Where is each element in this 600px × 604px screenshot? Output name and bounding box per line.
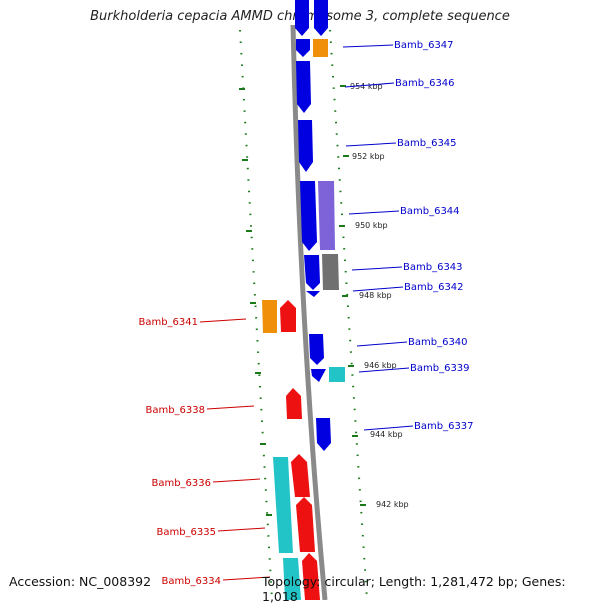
- scale-ticks: [239, 85, 366, 516]
- gene-arrow[interactable]: [309, 334, 324, 365]
- reverse-labels: Bamb_6341 Bamb_6338 Bamb_6336 Bamb_6335 …: [138, 317, 271, 587]
- gene-label-bamb-6334[interactable]: Bamb_6334: [161, 576, 221, 587]
- scale-label-954: 954 kbp: [350, 82, 383, 91]
- chromosome-backbone: [290, 24, 328, 600]
- gene-arrow[interactable]: [306, 291, 320, 297]
- scale-label-948: 948 kbp: [359, 291, 392, 300]
- reverse-genes[interactable]: [262, 300, 320, 600]
- gene-label-bamb-6338[interactable]: Bamb_6338: [145, 405, 205, 416]
- gene-arrow[interactable]: [318, 181, 335, 250]
- gene-arrow[interactable]: [316, 418, 331, 451]
- gene-arrow[interactable]: [300, 181, 317, 251]
- forward-labels: Bamb_6347 Bamb_6346 Bamb_6345 Bamb_6344 …: [342, 40, 474, 432]
- gene-arrow[interactable]: [273, 457, 293, 553]
- gene-label-bamb-6335[interactable]: Bamb_6335: [156, 527, 216, 538]
- gene-arrow[interactable]: [291, 454, 310, 497]
- gene-arrow[interactable]: [296, 61, 311, 113]
- gene-label-bamb-6342[interactable]: Bamb_6342: [404, 282, 464, 293]
- scale-label-950: 950 kbp: [355, 221, 388, 230]
- gene-label-bamb-6339[interactable]: Bamb_6339: [410, 363, 470, 374]
- gene-label-bamb-6346[interactable]: Bamb_6346: [395, 78, 455, 89]
- scale-label-942: 942 kbp: [376, 500, 409, 509]
- gene-label-bamb-6336[interactable]: Bamb_6336: [151, 478, 211, 489]
- gene-arrow[interactable]: [296, 39, 310, 57]
- scale-label-944: 944 kbp: [370, 430, 403, 439]
- gene-arrow[interactable]: [296, 497, 315, 552]
- gene-arrow[interactable]: [286, 388, 302, 419]
- forward-genes[interactable]: [295, 0, 345, 451]
- gene-arrow[interactable]: [283, 558, 301, 600]
- gene-arrow[interactable]: [262, 300, 277, 333]
- gene-label-bamb-6341[interactable]: Bamb_6341: [138, 317, 198, 328]
- gene-arrow[interactable]: [329, 367, 345, 382]
- gene-arrow[interactable]: [314, 0, 328, 36]
- scale-label-952: 952 kbp: [352, 152, 385, 161]
- gene-arrow[interactable]: [295, 0, 309, 36]
- gene-arrow[interactable]: [280, 300, 296, 332]
- gene-arrow[interactable]: [302, 553, 320, 600]
- gene-label-bamb-6347[interactable]: Bamb_6347: [394, 40, 454, 51]
- gene-arrow[interactable]: [313, 39, 328, 57]
- gene-label-bamb-6344[interactable]: Bamb_6344: [400, 206, 460, 217]
- gene-label-bamb-6337[interactable]: Bamb_6337: [414, 421, 474, 432]
- gene-arrow[interactable]: [298, 120, 313, 172]
- outer-guide-right: [329, 29, 368, 600]
- gene-label-bamb-6340[interactable]: Bamb_6340: [408, 337, 468, 348]
- gene-arrow[interactable]: [304, 255, 320, 290]
- accession-label: Accession: NC_008392: [9, 574, 152, 589]
- gene-label-bamb-6343[interactable]: Bamb_6343: [403, 262, 463, 273]
- gene-label-bamb-6345[interactable]: Bamb_6345: [397, 138, 457, 149]
- gene-arrow[interactable]: [322, 254, 339, 290]
- gene-arrow[interactable]: [311, 369, 326, 382]
- scale-label-946: 946 kbp: [364, 361, 397, 370]
